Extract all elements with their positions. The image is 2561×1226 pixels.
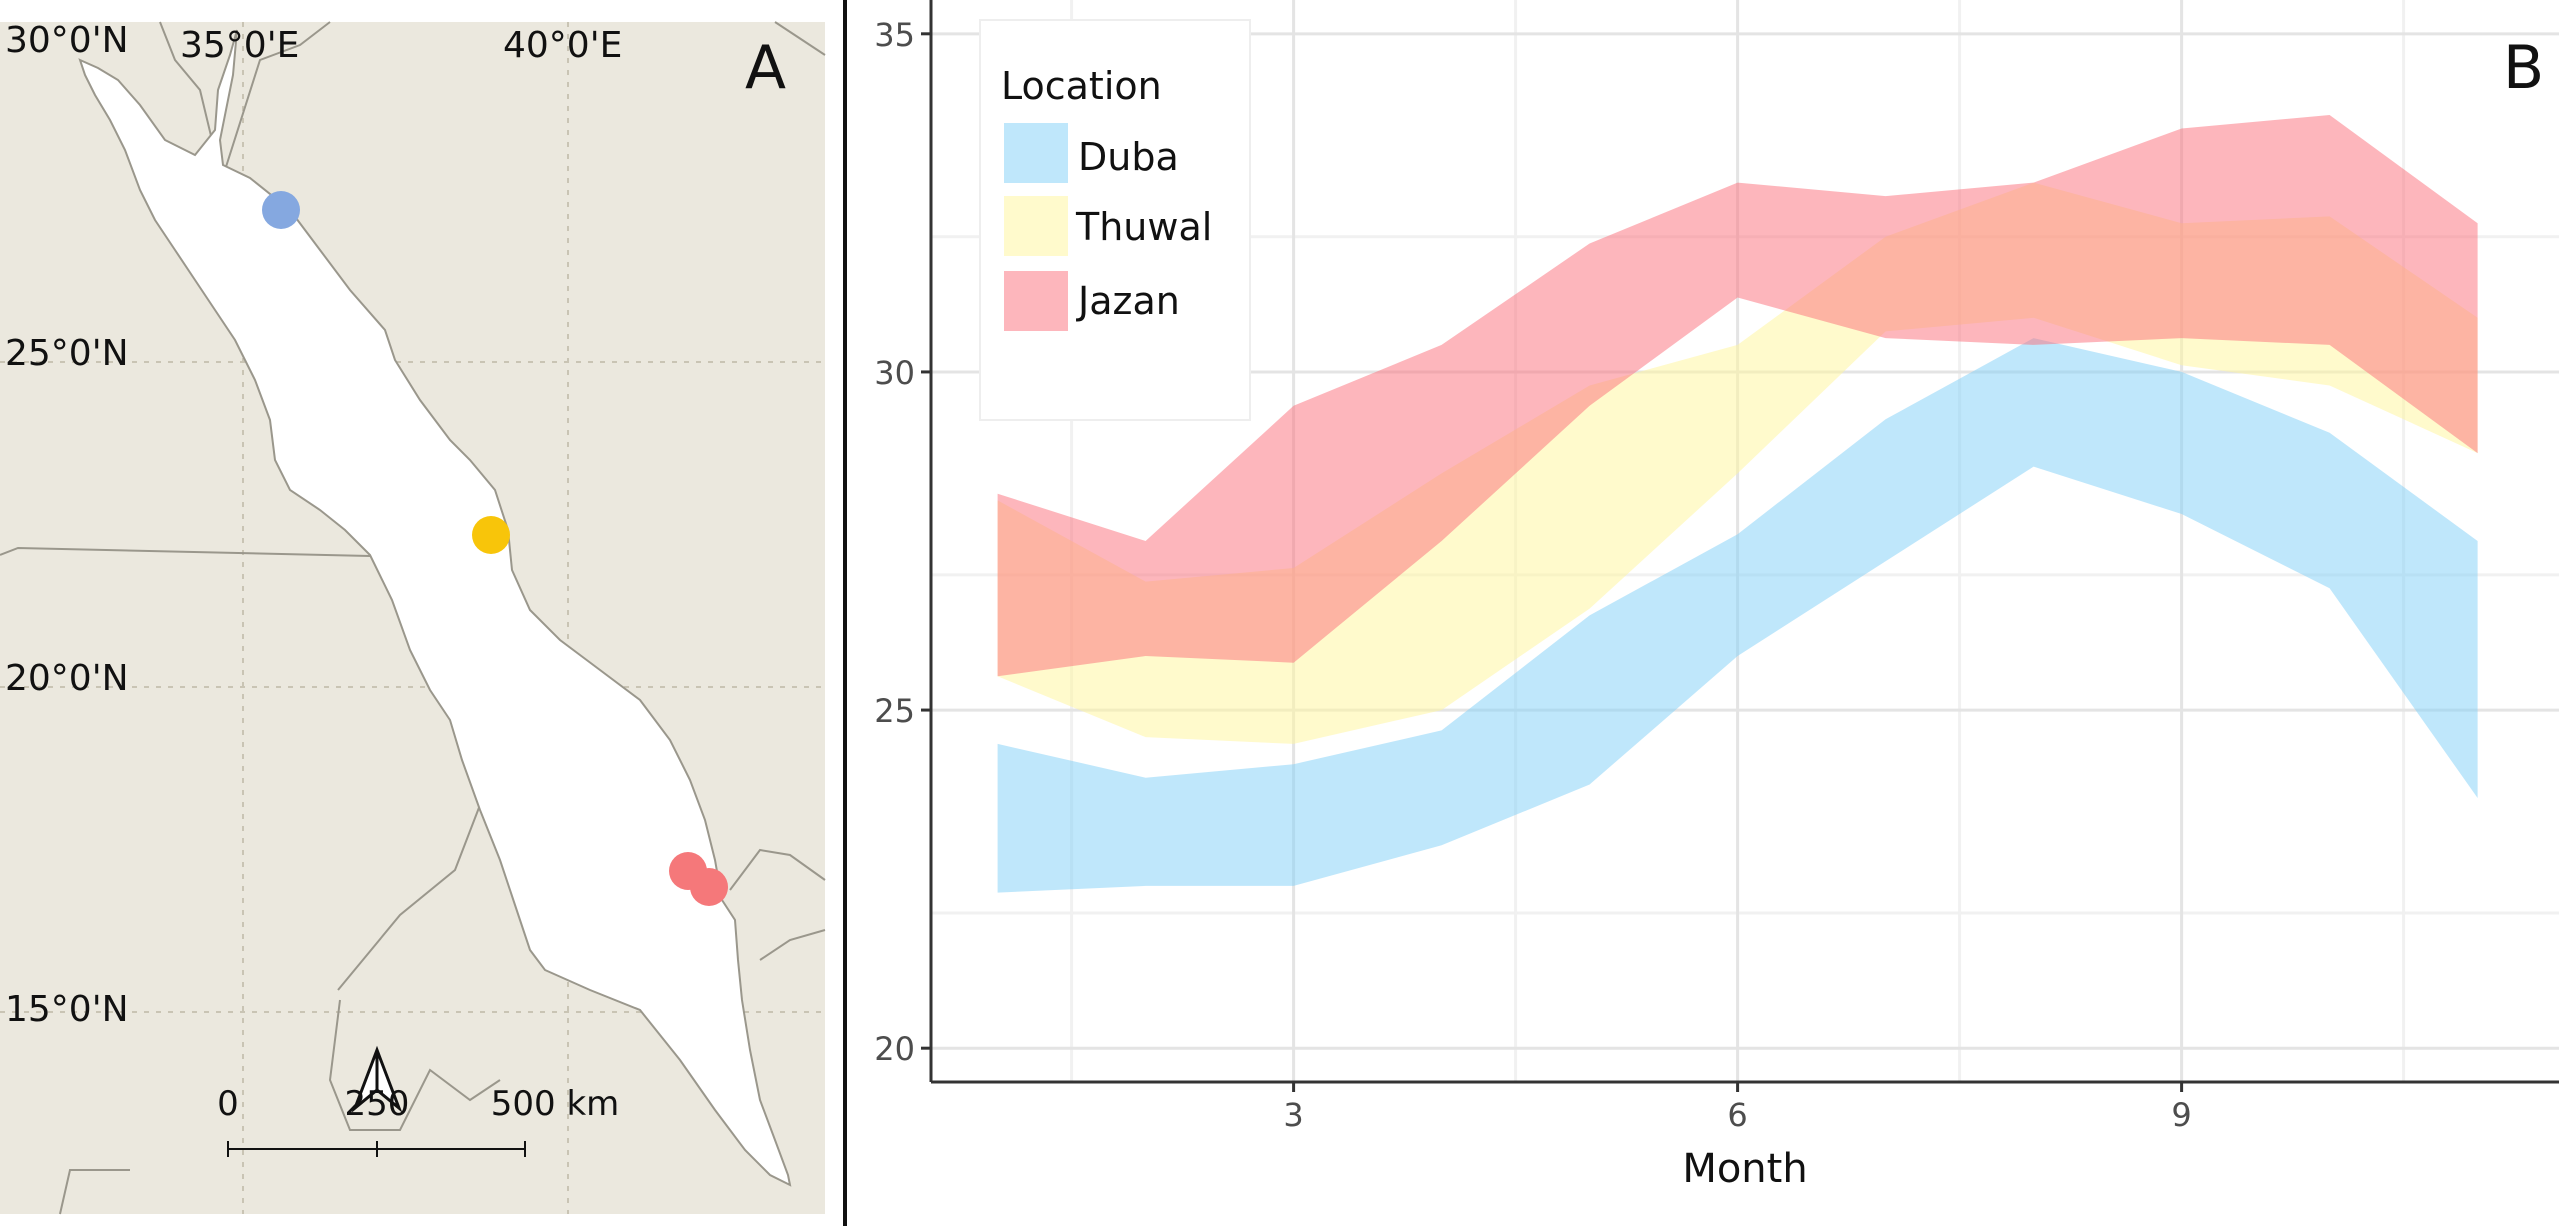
- plot-ticks: 20 25 30 35 3 6 9: [874, 16, 2191, 1134]
- map-panel-label: A: [745, 33, 786, 103]
- y-tick-label: 35: [874, 16, 915, 54]
- scale-label-250: 250: [345, 1084, 410, 1124]
- lat-label-30: 30°0'N: [5, 20, 129, 61]
- legend-swatch-jazan: [1004, 271, 1068, 331]
- country-borders: [0, 21, 826, 1215]
- site-marker-jazan-2: [690, 868, 728, 906]
- lon-label-40: 40°0'E: [503, 25, 622, 66]
- site-marker-duba: [262, 191, 300, 229]
- chart-panel-label: B: [2503, 33, 2544, 103]
- legend-label-jazan: Jazan: [1076, 279, 1180, 323]
- site-marker-thuwal: [472, 516, 510, 554]
- lat-label-15: 15°0'N: [5, 989, 129, 1030]
- border-yemen-north: [729, 848, 826, 891]
- plot-axes: [929, 0, 2559, 1084]
- border-south-west: [59, 1169, 130, 1215]
- border-sudan-ethiopia: [328, 999, 501, 1131]
- map-panel: 30°0'N 25°0'N 20°0'N 15°0'N 35°0'E 40°0'…: [0, 20, 826, 1215]
- band-duba: [997, 338, 2478, 893]
- red-sea: [78, 29, 792, 1187]
- y-tick-label: 30: [874, 354, 915, 392]
- border-sudan-eritrea: [337, 804, 481, 991]
- band-jazan: [997, 115, 2478, 677]
- legend-swatch-duba: [1004, 123, 1068, 183]
- y-tick-label: 20: [874, 1030, 915, 1068]
- scale-bar: [227, 1141, 526, 1157]
- border-jordan: [224, 21, 331, 171]
- border-north-east: [774, 21, 826, 56]
- legend-title: Location: [1001, 64, 1162, 108]
- lat-label-20: 20°0'N: [5, 658, 129, 699]
- legend-label-duba: Duba: [1078, 135, 1179, 179]
- lat-label-25: 25°0'N: [5, 333, 129, 374]
- scale-label-500: 500 km: [491, 1084, 620, 1124]
- chart-panel: 20 25 30 35 3 6 9 Month B Location Duba Thuwal…: [874, 0, 2559, 1192]
- x-tick-label: 3: [1283, 1096, 1303, 1134]
- x-axis-title: Month: [1682, 1146, 1807, 1192]
- x-tick-label: 6: [1727, 1096, 1747, 1134]
- lon-label-35: 35°0'E: [180, 25, 299, 66]
- legend-label-thuwal: Thuwal: [1075, 205, 1212, 249]
- legend: Location Duba Thuwal Jazan: [979, 19, 1251, 421]
- legend-swatch-thuwal: [1004, 196, 1068, 256]
- plot-bands: [997, 115, 2478, 893]
- border-yemen-east: [759, 929, 826, 961]
- scale-label-0: 0: [217, 1084, 239, 1124]
- y-tick-label: 25: [874, 692, 915, 730]
- x-tick-label: 9: [2171, 1096, 2191, 1134]
- border-egypt-sudan: [0, 546, 371, 557]
